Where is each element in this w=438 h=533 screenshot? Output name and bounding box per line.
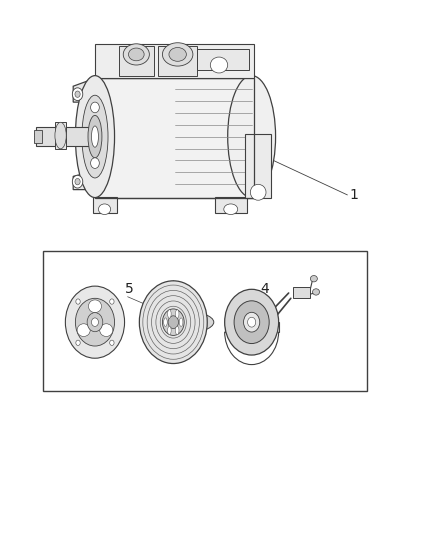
Bar (158, 46, 197, 76)
Ellipse shape (180, 318, 183, 326)
Ellipse shape (110, 299, 114, 304)
Text: 5: 5 (125, 281, 134, 296)
Ellipse shape (92, 126, 99, 147)
Ellipse shape (225, 289, 279, 355)
Ellipse shape (251, 184, 266, 200)
Ellipse shape (123, 44, 149, 65)
Polygon shape (73, 171, 95, 190)
Ellipse shape (76, 340, 80, 345)
Ellipse shape (128, 48, 144, 61)
Bar (95, 78, 254, 198)
Ellipse shape (228, 76, 276, 198)
Bar (293, 287, 311, 298)
Ellipse shape (244, 312, 260, 332)
Ellipse shape (168, 316, 179, 328)
Ellipse shape (92, 318, 99, 326)
Ellipse shape (162, 309, 184, 335)
Ellipse shape (75, 91, 80, 98)
Ellipse shape (72, 88, 83, 101)
Ellipse shape (162, 43, 193, 66)
Bar (36, 127, 93, 146)
Ellipse shape (146, 311, 214, 334)
Ellipse shape (55, 122, 66, 149)
Ellipse shape (77, 324, 90, 336)
Bar (34, 130, 42, 143)
Ellipse shape (247, 317, 256, 327)
Bar (245, 134, 271, 198)
Ellipse shape (234, 301, 269, 344)
Bar (95, 78, 254, 198)
Text: 1: 1 (350, 188, 358, 202)
Ellipse shape (139, 281, 207, 364)
Bar (93, 197, 117, 214)
Bar (55, 122, 66, 149)
Ellipse shape (169, 47, 186, 61)
Ellipse shape (75, 76, 115, 198)
Bar (43, 251, 367, 391)
Ellipse shape (76, 299, 80, 304)
Ellipse shape (91, 158, 99, 168)
Ellipse shape (88, 300, 102, 313)
Bar (197, 49, 250, 70)
Bar (95, 44, 254, 78)
Ellipse shape (88, 115, 102, 158)
Bar (215, 197, 247, 214)
Bar (119, 46, 154, 76)
Ellipse shape (91, 102, 99, 113)
Polygon shape (73, 78, 95, 102)
Ellipse shape (75, 298, 115, 346)
Ellipse shape (176, 326, 179, 335)
Ellipse shape (311, 276, 318, 282)
Ellipse shape (110, 340, 114, 345)
Ellipse shape (100, 324, 113, 336)
Ellipse shape (168, 310, 171, 318)
Ellipse shape (65, 286, 124, 358)
Ellipse shape (176, 310, 179, 318)
Ellipse shape (224, 204, 238, 215)
Ellipse shape (210, 57, 228, 73)
Text: 4: 4 (260, 281, 269, 296)
Ellipse shape (99, 204, 111, 215)
Ellipse shape (75, 179, 80, 185)
Ellipse shape (313, 289, 320, 295)
Ellipse shape (168, 326, 171, 335)
Ellipse shape (164, 318, 167, 326)
Ellipse shape (72, 175, 83, 188)
Ellipse shape (87, 313, 103, 332)
Ellipse shape (82, 95, 108, 178)
